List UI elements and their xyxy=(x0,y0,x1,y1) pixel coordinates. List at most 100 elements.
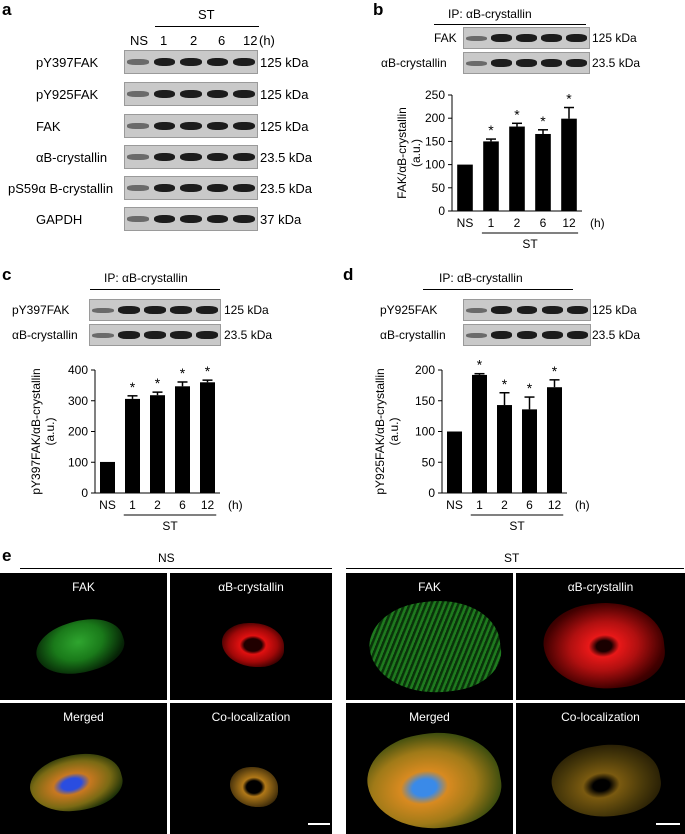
western-blot-strip xyxy=(463,27,590,49)
y-tick-label: 400 xyxy=(68,363,88,377)
x-tick-label: 2 xyxy=(514,216,521,230)
panel-d-bar-chart: 0 50 100 150 200 pY925FAK/αB-crystallin (a.u.)… xyxy=(373,358,590,533)
western-blot-strip xyxy=(89,324,221,346)
blot-band xyxy=(153,121,176,131)
bar xyxy=(561,118,577,211)
y-tick-label: 200 xyxy=(425,111,445,125)
blot-band xyxy=(170,331,192,339)
blot-row-kda: 23.5 kDa xyxy=(224,328,273,342)
x-tick-label: 1 xyxy=(488,216,495,230)
blot-band xyxy=(566,34,587,42)
blot-row-name: αB-crystallin xyxy=(12,328,78,342)
blot-band xyxy=(566,59,587,67)
y-axis-label-unit: (a.u.) xyxy=(409,139,423,167)
blot-band xyxy=(92,332,114,338)
blot-band xyxy=(541,34,562,42)
bar xyxy=(547,387,562,493)
blot-band xyxy=(144,331,166,339)
blot-band xyxy=(466,332,487,338)
y-tick-label: 300 xyxy=(68,394,88,408)
significance-star: * xyxy=(566,91,572,107)
group-label: ST xyxy=(522,237,538,251)
blot-band xyxy=(206,57,229,67)
x-tick-label: 1 xyxy=(476,498,483,512)
significance-star: * xyxy=(477,358,483,373)
significance-star: * xyxy=(130,379,136,395)
blot-band xyxy=(491,306,513,314)
panel-b-ip-header: IP: αB-crystallin xyxy=(448,7,532,21)
blot-band xyxy=(180,152,202,162)
lane-label: 6 xyxy=(218,33,226,48)
significance-star: * xyxy=(527,380,533,396)
blot-row-kda: 125 kDa xyxy=(592,303,637,317)
x-tick-label: 2 xyxy=(154,498,161,512)
bar xyxy=(457,164,473,211)
blot-band xyxy=(516,306,538,314)
panel-c-label: c xyxy=(2,265,12,284)
micrograph-st-ab-crystallin: αB-crystallin xyxy=(516,573,685,700)
western-blot-strip xyxy=(124,207,258,231)
y-tick-label: 100 xyxy=(415,425,435,439)
blot-row-name: pY925FAK xyxy=(380,303,438,317)
colocalization-cell xyxy=(230,767,278,807)
ab-crystallin-stained-cell xyxy=(222,623,284,667)
blot-band xyxy=(127,123,150,129)
blot-row-name: pY925FAK xyxy=(36,87,99,102)
significance-star: * xyxy=(502,376,508,392)
panel-c-ip-line xyxy=(90,289,220,290)
blot-row-name: αB-crystallin xyxy=(380,328,446,342)
micrograph-label: Co-localization xyxy=(561,710,640,724)
significance-star: * xyxy=(488,122,494,138)
blot-band xyxy=(206,121,229,131)
blot-band xyxy=(206,152,229,162)
blot-band xyxy=(516,59,537,67)
blot-band xyxy=(541,306,563,314)
y-axis-label-unit: (a.u.) xyxy=(387,417,401,445)
blot-band xyxy=(92,307,114,313)
western-blot-strip xyxy=(463,324,591,346)
blot-row-kda: 125 kDa xyxy=(592,31,637,45)
bar xyxy=(150,395,165,493)
blot-band xyxy=(206,183,229,193)
panel-d-ip-line xyxy=(423,289,573,290)
blot-band xyxy=(153,57,176,67)
micrograph-st-fak: FAK xyxy=(346,573,513,700)
y-tick-label: 250 xyxy=(425,88,445,102)
western-blot-strip xyxy=(124,176,258,200)
scale-bar xyxy=(656,823,680,825)
micrograph-label: Co-localization xyxy=(211,710,291,724)
y-tick-label: 0 xyxy=(438,204,445,218)
blot-row-name: pY397FAK xyxy=(36,55,99,70)
blot-row-name: GAPDH xyxy=(36,212,83,227)
blot-band xyxy=(516,331,538,339)
micrograph-label: Merged xyxy=(63,710,104,724)
bar xyxy=(175,386,190,493)
x-tick-label: 2 xyxy=(501,498,508,512)
ab-crystallin-stained-cell xyxy=(539,596,669,696)
blot-band xyxy=(153,214,176,224)
bar xyxy=(509,126,525,211)
bar xyxy=(535,133,551,211)
western-blot-strip xyxy=(124,114,258,138)
blot-band xyxy=(153,183,176,193)
significance-star: * xyxy=(552,363,558,379)
x-tick-label: 12 xyxy=(548,498,562,512)
micrograph-st-merged: Merged xyxy=(346,703,513,834)
blot-band xyxy=(206,89,229,99)
significance-star: * xyxy=(540,113,546,129)
western-blot-strip xyxy=(124,145,258,169)
blot-band xyxy=(127,154,150,160)
y-tick-label: 150 xyxy=(425,134,445,148)
blot-row-kda: 125 kDa xyxy=(260,119,309,134)
x-tick-label: NS xyxy=(99,498,116,512)
bar xyxy=(497,405,512,493)
blot-band xyxy=(153,89,176,99)
blot-band xyxy=(180,89,202,99)
blot-band xyxy=(118,306,140,314)
blot-row-kda: 37 kDa xyxy=(260,212,302,227)
x-tick-label: NS xyxy=(457,216,474,230)
micrograph-ns-colocalization: Co-localization xyxy=(170,703,332,834)
merged-cell xyxy=(24,744,128,822)
blot-band xyxy=(491,331,513,339)
x-tick-label: 12 xyxy=(201,498,215,512)
